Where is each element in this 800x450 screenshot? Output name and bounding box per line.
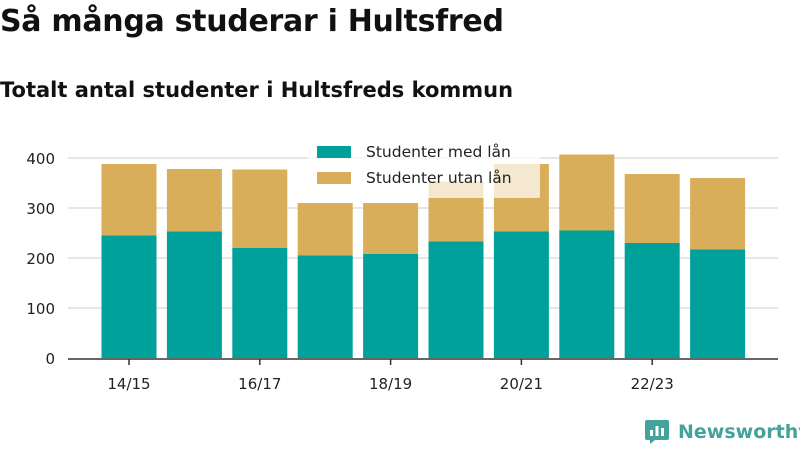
bar-segment-med-lan (428, 241, 484, 358)
brand-name: Newsworthy (678, 421, 800, 443)
chart-subtitle: Totalt antal studenter i Hultsfreds komm… (0, 78, 514, 102)
bar-segment-med-lan (493, 231, 549, 358)
legend-box (308, 136, 540, 198)
bar-segment-utan-lan (559, 154, 615, 231)
x-tick-label: 22/23 (631, 375, 674, 393)
x-tick-label: 16/17 (238, 375, 281, 393)
y-tick-label: 400 (26, 150, 55, 168)
bar-segment-utan-lan (232, 169, 288, 248)
bar-segment-med-lan (297, 255, 353, 358)
newsworthy-logo-icon (645, 420, 669, 444)
bar-segment-utan-lan (363, 203, 419, 254)
y-tick-label: 0 (45, 350, 55, 368)
x-tick-label: 14/15 (107, 375, 150, 393)
bar-segment-utan-lan (624, 174, 680, 243)
brand: Newsworthy (644, 419, 800, 445)
bar-segment-med-lan (166, 231, 222, 358)
bar-segment-med-lan (363, 254, 419, 358)
y-tick-label: 300 (26, 200, 55, 218)
x-tick-label: 18/19 (369, 375, 412, 393)
legend-swatch (317, 172, 351, 184)
y-tick-label: 100 (26, 300, 55, 318)
bar-segment-utan-lan (101, 164, 157, 236)
bar-segment-med-lan (624, 243, 680, 358)
bar-segment-utan-lan (166, 169, 222, 232)
bar-segment-med-lan (232, 248, 288, 358)
bar-segment-med-lan (101, 235, 157, 358)
bar-segment-utan-lan (690, 178, 746, 250)
legend-swatch (317, 146, 351, 158)
chart-title: Så många studerar i Hultsfred (0, 4, 504, 39)
legend-label: Studenter med lån (366, 143, 511, 161)
x-tick-label: 20/21 (500, 375, 543, 393)
bar-segment-med-lan (690, 249, 746, 358)
y-tick-label: 200 (26, 250, 55, 268)
legend-label: Studenter utan lån (366, 169, 512, 187)
bar-segment-med-lan (559, 230, 615, 358)
bar-segment-utan-lan (297, 203, 353, 256)
